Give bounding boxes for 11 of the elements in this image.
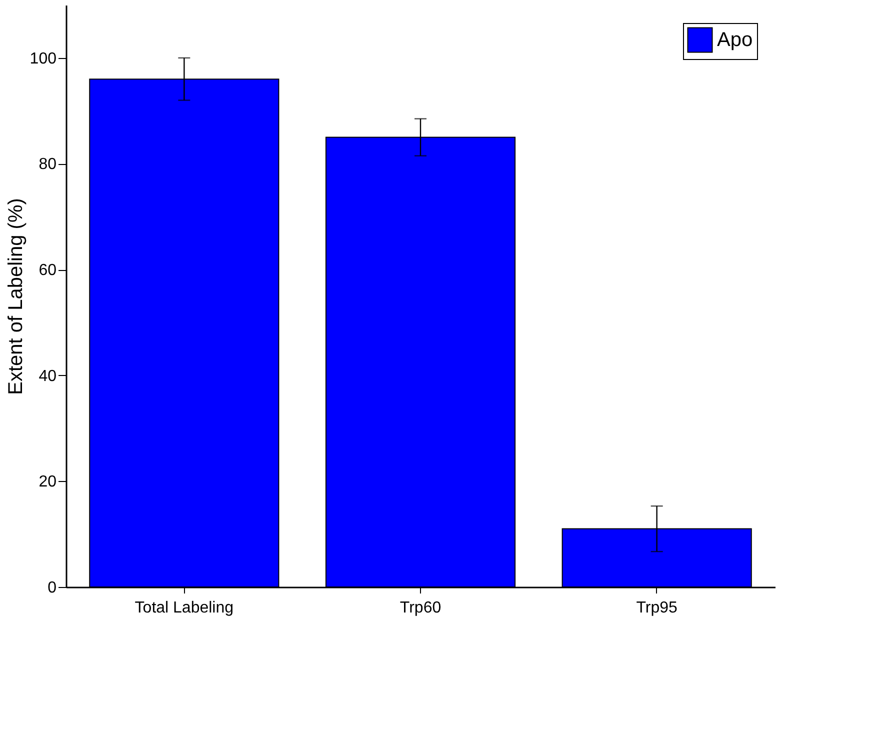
x-tick-label: Total Labeling: [134, 600, 234, 616]
x-tick-label: Trp95: [636, 600, 678, 616]
y-tick-label: 80: [38, 156, 57, 174]
legend-label: Apo: [717, 29, 753, 51]
y-tick-label: 60: [38, 262, 57, 280]
y-tick-label: 0: [48, 580, 57, 596]
y-tick-label: 20: [38, 474, 57, 491]
x-tick-label: Trp60: [400, 600, 442, 616]
y-tick-label: 100: [30, 50, 57, 68]
y-tick-label: 40: [38, 368, 57, 385]
y-axis-title: Extent of Labeling (%): [4, 198, 27, 395]
